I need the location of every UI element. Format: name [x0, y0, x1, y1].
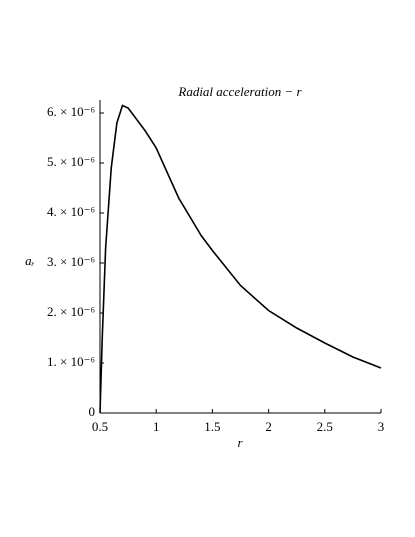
- y-tick-label: 3. × 10⁻⁶: [47, 254, 95, 269]
- x-tick-label: 3: [378, 419, 385, 434]
- y-tick-label: 2. × 10⁻⁶: [47, 304, 95, 319]
- x-tick-label: 2.5: [317, 419, 333, 434]
- x-axis-label: r: [237, 435, 243, 450]
- x-tick-label: 0.5: [92, 419, 108, 434]
- y-tick-label: 0: [89, 404, 96, 419]
- x-tick-label: 1.5: [204, 419, 220, 434]
- curve: [99, 104, 382, 414]
- x-tick-label: 2: [265, 419, 272, 434]
- y-tick-label: 5. × 10⁻⁶: [47, 154, 95, 169]
- y-axis-label: aᵣ: [25, 253, 35, 268]
- y-tick-label: 6. × 10⁻⁶: [47, 104, 95, 119]
- y-tick-label: 4. × 10⁻⁶: [47, 204, 95, 219]
- y-tick-label: 1. × 10⁻⁶: [47, 354, 95, 369]
- chart-title: Radial acceleration − r: [177, 84, 302, 99]
- x-tick-label: 1: [153, 419, 160, 434]
